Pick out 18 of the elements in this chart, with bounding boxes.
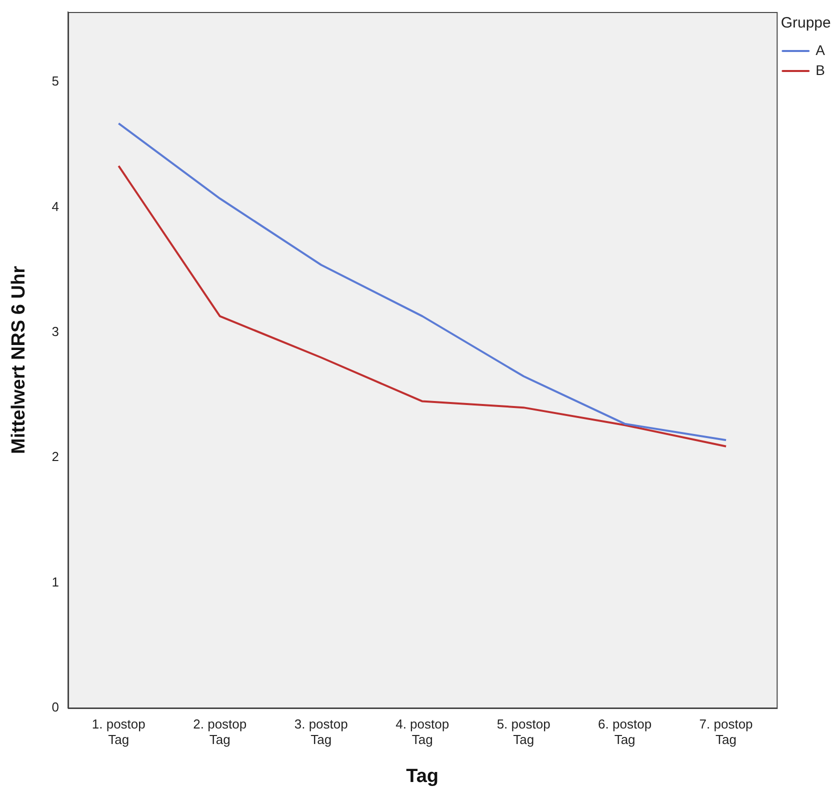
y-axis-title: Mittelwert NRS 6 Uhr [8,265,30,454]
legend-label: B [816,62,826,78]
y-tick-label: 1 [52,574,60,590]
x-tick-label: 2. postop Tag [193,716,247,747]
legend-label: A [816,42,826,58]
x-tick-label: 4. postop Tag [396,716,450,747]
y-tick-label: 5 [52,74,60,89]
y-tick-label: 4 [52,198,60,214]
x-tick-label: 6. postop Tag [598,716,652,747]
x-tick-label: 1. postop Tag [92,716,146,747]
x-tick-label: 5. postop Tag [496,716,550,747]
y-tick-label: 0 [52,700,60,715]
x-axis-title: Tag [406,766,439,787]
legend-title: Gruppe [780,14,831,32]
y-tick-label: 3 [52,324,60,340]
y-tick-label: 2 [52,449,60,464]
x-tick-label: 7. postop Tag [699,716,753,747]
x-tick-label: 3. postop Tag [294,716,348,747]
